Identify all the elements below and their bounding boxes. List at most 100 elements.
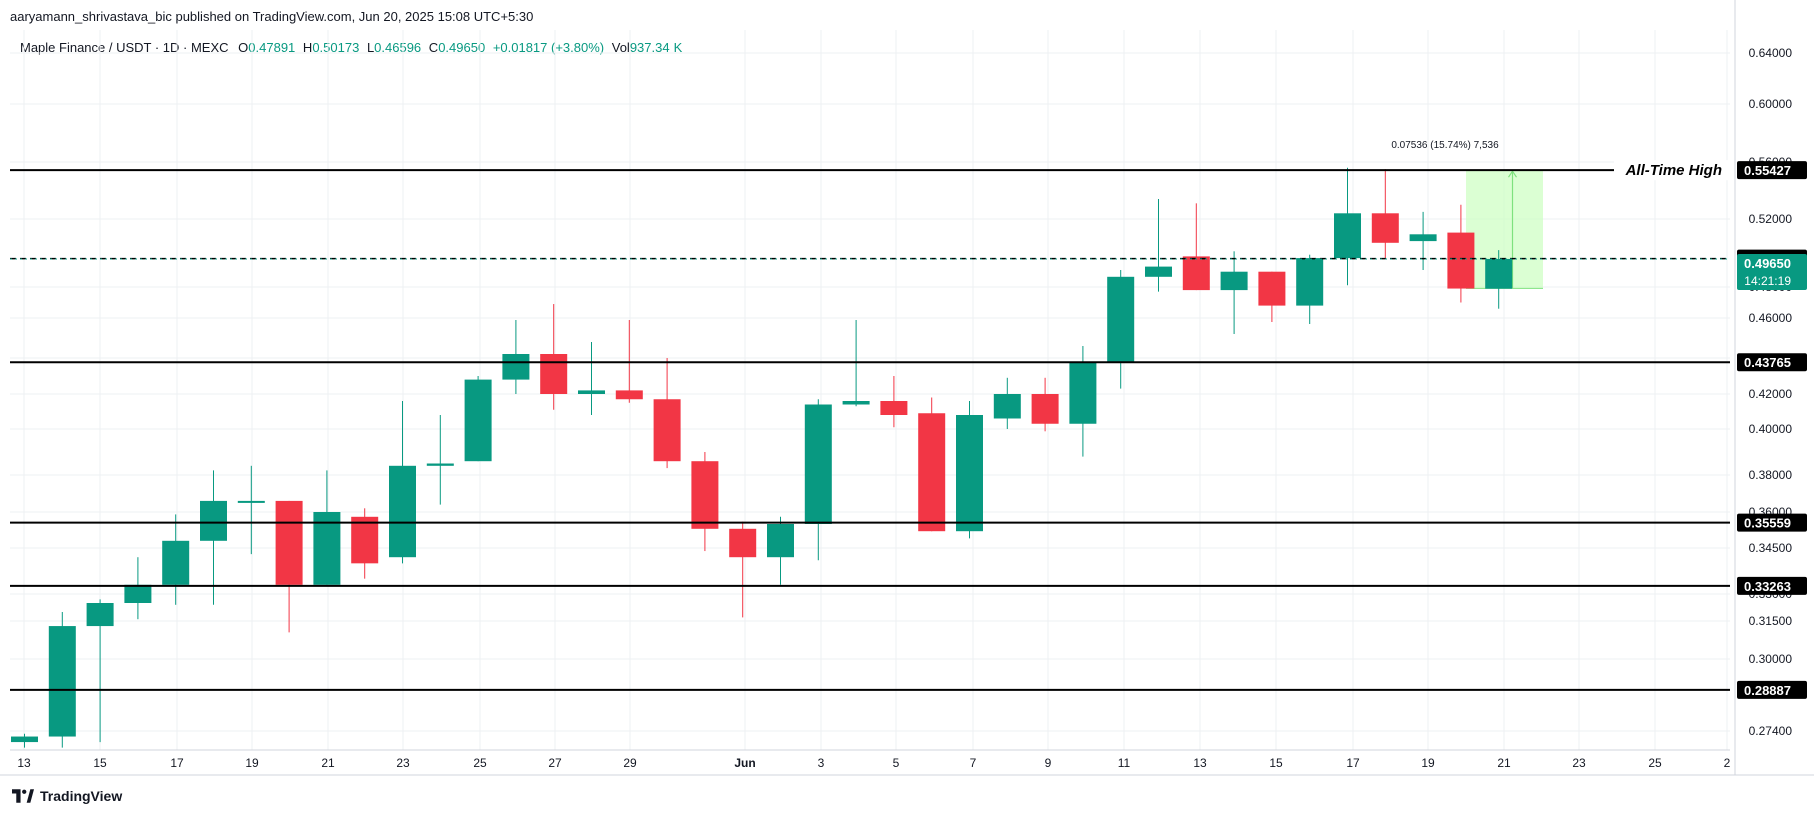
y-tick-label: 0.52000 — [1749, 212, 1793, 226]
close-value: 0.49650 — [438, 40, 486, 55]
current-price-tag — [1737, 253, 1807, 290]
candle-body-up — [1296, 258, 1324, 306]
low-value: 0.46596 — [374, 40, 422, 55]
candle-body-down — [351, 516, 379, 564]
candle-body-up — [1334, 213, 1361, 259]
x-tick-label: 11 — [1118, 756, 1131, 770]
tradingview-brand[interactable]: TradingView — [12, 788, 122, 804]
change-value: +0.01817 (+3.80%) — [492, 40, 605, 55]
volume-value: 937.34 — [629, 40, 670, 55]
level-price-tag — [1737, 353, 1807, 372]
x-tick-label: 13 — [17, 756, 31, 770]
x-tick-label: Jun — [734, 756, 755, 770]
candle-body-down — [1371, 213, 1399, 243]
level-price-label: 0.28887 — [1744, 683, 1791, 698]
current-price-label: 0.49650 — [1744, 256, 1791, 271]
candle-body-up — [1107, 276, 1135, 362]
measurement-label: 0.07536 (15.74%) 7,536 — [1391, 140, 1499, 151]
open-label: O — [238, 40, 249, 55]
level-price-label: 0.33263 — [1744, 579, 1791, 594]
x-tick-label: 29 — [623, 756, 637, 770]
candle-body-up — [578, 390, 605, 394]
x-tick-label: 3 — [818, 756, 825, 770]
candle-body-down — [1447, 232, 1475, 289]
x-tick-label: 23 — [396, 756, 410, 770]
candle-body-down — [1182, 256, 1210, 291]
candle-body-up — [464, 379, 492, 462]
candle-body-up — [86, 603, 114, 627]
x-tick-label: 15 — [93, 756, 107, 770]
x-tick-label: 25 — [473, 756, 487, 770]
x-tick-label: 17 — [170, 756, 184, 770]
bar-countdown-label: 14:21:19 — [1744, 274, 1791, 288]
candle-body-up — [426, 463, 454, 466]
y-tick-label: 0.60000 — [1749, 97, 1793, 111]
candle-body-down — [653, 399, 681, 462]
x-tick-label: 19 — [1421, 756, 1435, 770]
candle-body-down — [275, 500, 303, 585]
candle-body-down — [540, 354, 568, 394]
level-price-tag — [1737, 576, 1807, 595]
x-tick-label: 25 — [1648, 756, 1662, 770]
candle-body-up — [767, 524, 794, 558]
y-tick-label: 0.31500 — [1749, 614, 1793, 628]
ath-label: All-Time High — [1625, 162, 1722, 179]
y-tick-label: 0.40000 — [1749, 422, 1793, 436]
candle-body-up — [313, 512, 341, 585]
candle-body-down — [1031, 394, 1059, 424]
level-price-tag — [1737, 680, 1807, 699]
candle-body-up — [1069, 361, 1097, 424]
x-tick-label: 2 — [1724, 756, 1731, 770]
level-price-label: 0.35559 — [1744, 516, 1791, 531]
candle-body-down — [691, 461, 719, 529]
level-price-label: 0.55427 — [1744, 163, 1791, 178]
y-tick-label: 0.38000 — [1749, 468, 1793, 482]
x-tick-label: 17 — [1346, 756, 1360, 770]
high-value: 0.50173 — [312, 40, 360, 55]
y-tick-label: 0.27400 — [1749, 724, 1793, 738]
candle-body-up — [1485, 258, 1513, 289]
low-label: L — [366, 40, 375, 55]
x-tick-label: 7 — [970, 756, 977, 770]
x-tick-label: 9 — [1045, 756, 1052, 770]
volume-label: Vol — [611, 40, 630, 55]
symbol-name[interactable]: Maple Finance / USDT · 1D · MEXC — [20, 40, 229, 55]
symbol-legend: Maple Finance / USDT · 1D · MEXC O0.4789… — [20, 40, 686, 55]
x-tick-label: 21 — [321, 756, 335, 770]
candle-body-up — [162, 540, 190, 585]
y-tick-label: 0.30000 — [1749, 652, 1793, 666]
candle-body-up — [11, 736, 38, 743]
close-label: C — [428, 40, 439, 55]
level-price-label: 0.43765 — [1744, 355, 1791, 370]
published-banner: aaryamann_shrivastava_bic published on T… — [10, 9, 534, 24]
candle-body-up — [48, 626, 76, 737]
candle-body-up — [804, 404, 832, 524]
candle-body-up — [1145, 266, 1172, 277]
candle-body-up — [389, 465, 416, 558]
candle-body-up — [124, 584, 152, 603]
x-tick-label: 19 — [245, 756, 259, 770]
x-tick-label: 5 — [893, 756, 900, 770]
candle-body-up — [956, 415, 983, 532]
candle-body-up — [993, 394, 1021, 419]
candle-body-down — [880, 401, 908, 415]
candle-body-up — [200, 500, 227, 541]
level-price-tag — [1737, 161, 1807, 180]
x-tick-label: 13 — [1193, 756, 1207, 770]
candle-body-up — [1409, 234, 1437, 242]
candle-body-down — [918, 413, 946, 532]
volume-unit: K — [673, 40, 683, 55]
candle-body-down — [1258, 271, 1286, 306]
high-label: H — [302, 40, 313, 55]
candle-body-up — [502, 354, 530, 380]
ath-label-bg — [1614, 160, 1734, 181]
candle-body-up — [842, 401, 870, 405]
y-tick-label: 0.42000 — [1749, 387, 1793, 401]
candle-body-up — [1220, 271, 1248, 291]
candle-body-down — [615, 390, 643, 400]
y-tick-label: 0.34500 — [1749, 541, 1793, 555]
x-tick-label: 21 — [1497, 756, 1511, 770]
candle-body-up — [237, 500, 265, 503]
x-tick-label: 23 — [1572, 756, 1586, 770]
